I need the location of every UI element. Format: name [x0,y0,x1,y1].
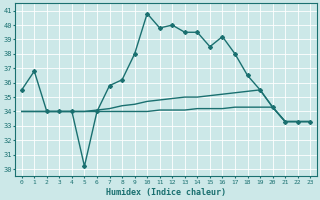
X-axis label: Humidex (Indice chaleur): Humidex (Indice chaleur) [106,188,226,197]
